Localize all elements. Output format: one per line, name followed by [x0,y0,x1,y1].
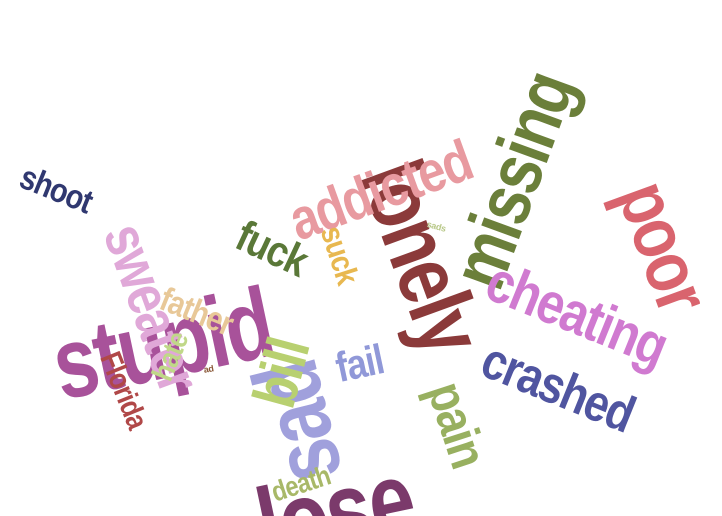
word-pain: pain [415,375,498,475]
word-fail: fail [331,335,388,392]
word-ad: ad [202,363,215,375]
word-shoot: shoot [14,158,98,222]
